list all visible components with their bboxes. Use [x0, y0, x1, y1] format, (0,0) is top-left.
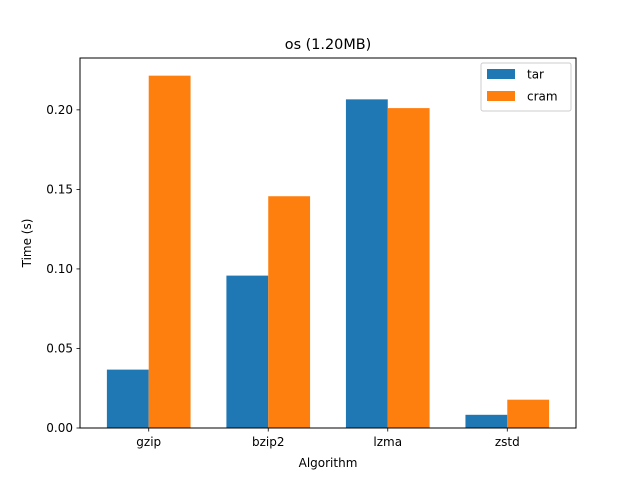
bar-tar-zstd	[465, 414, 508, 428]
x-axis: gzip bzip2 lzma zstd	[136, 428, 520, 449]
bar-tar-lzma	[345, 99, 388, 429]
bar-cram-zstd	[507, 399, 550, 428]
bar-tar-bzip2	[226, 275, 269, 428]
x-axis-label: Algorithm	[299, 456, 358, 470]
legend: tar cram	[480, 62, 572, 112]
y-tick-label: 0.05	[46, 342, 73, 356]
y-axis-label: Time (s)	[20, 219, 34, 269]
y-tick-label: 0.10	[46, 262, 73, 276]
y-axis: 0.00 0.05 0.10 0.15 0.20	[46, 103, 80, 435]
plot-frame	[79, 57, 577, 429]
legend-label-cram: cram	[527, 90, 558, 104]
x-tick-label-zstd: zstd	[495, 435, 520, 449]
x-tick-label-gzip: gzip	[136, 435, 161, 449]
bar-cram-bzip2	[268, 196, 311, 428]
bar-cram-lzma	[387, 108, 430, 429]
y-tick-label: 0.00	[46, 421, 73, 435]
legend-label-tar: tar	[527, 68, 544, 82]
bar-tar-gzip	[106, 369, 149, 428]
y-tick-label: 0.15	[46, 183, 73, 197]
legend-swatch-tar	[487, 69, 515, 79]
legend-swatch-cram	[487, 91, 515, 101]
chart-title: os (1.20MB)	[285, 37, 371, 53]
bars-layer	[106, 75, 550, 429]
legend-items: tar cram	[487, 68, 558, 104]
bar-cram-gzip	[148, 75, 191, 428]
x-tick-label-bzip2: bzip2	[252, 435, 285, 449]
x-tick-label-lzma: lzma	[373, 435, 402, 449]
y-tick-label: 0.20	[46, 103, 73, 117]
